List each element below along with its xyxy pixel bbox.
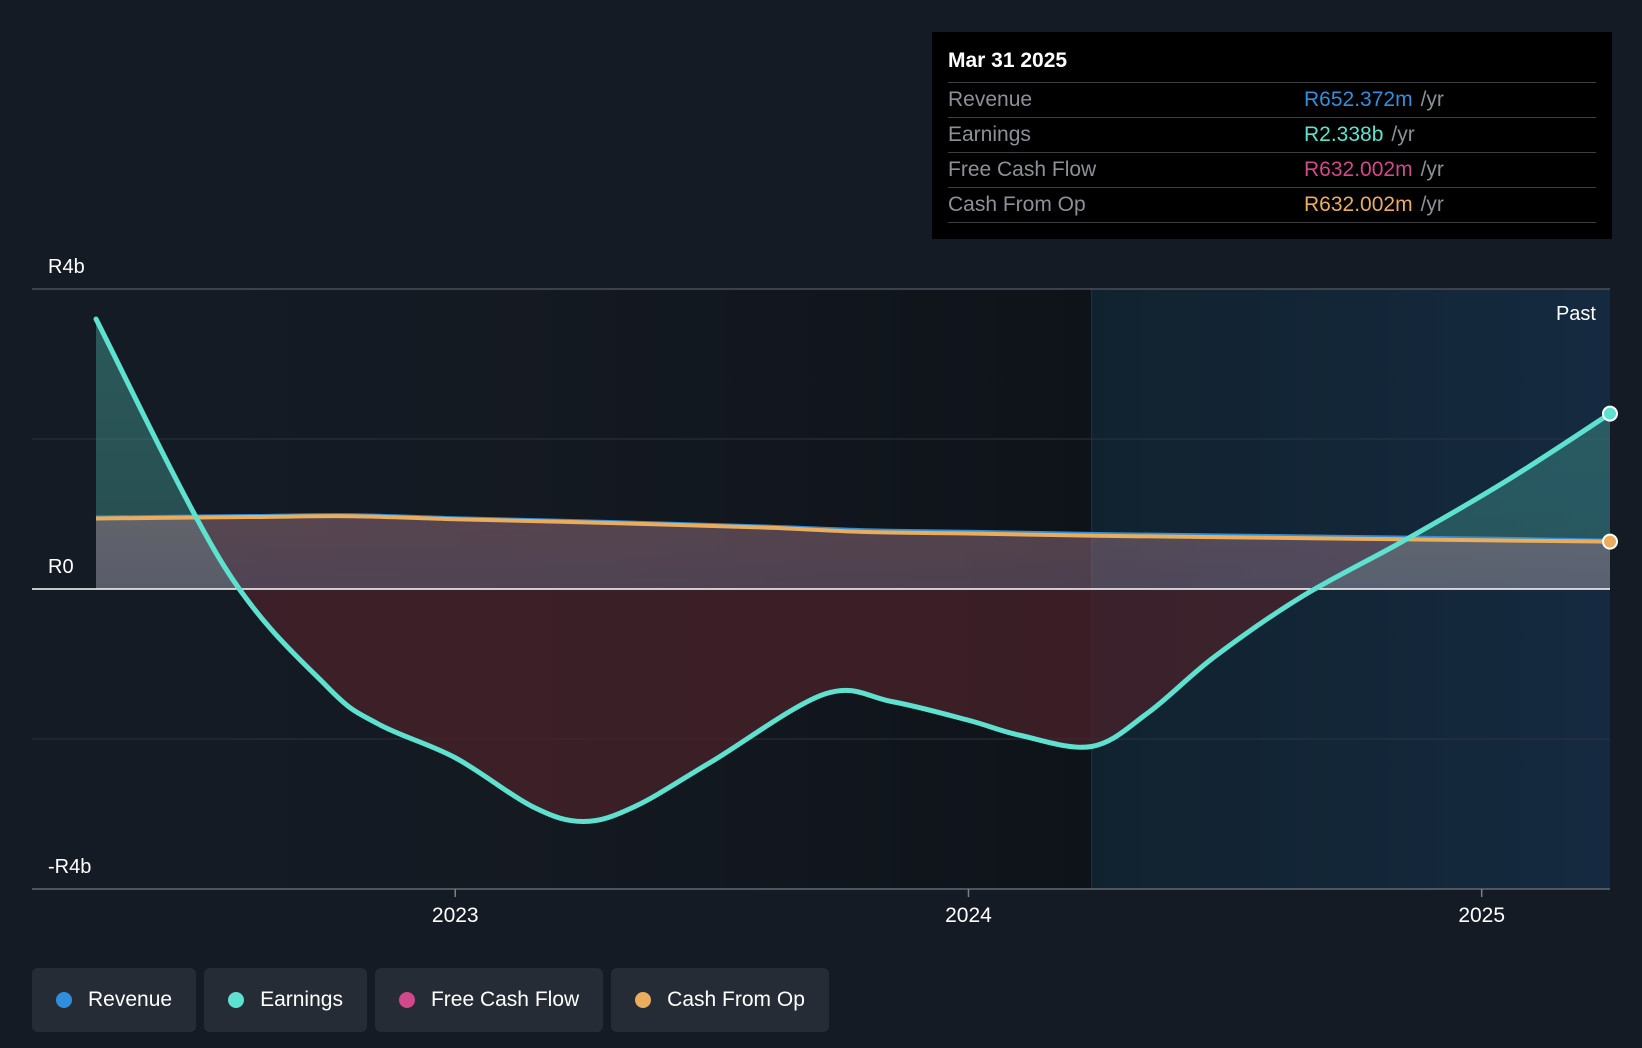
tooltip-label: Earnings <box>948 123 1031 146</box>
tooltip-label: Free Cash Flow <box>948 158 1097 181</box>
legend-item-earnings[interactable]: Earnings <box>204 968 367 1032</box>
x-tick-label: 2023 <box>432 904 479 927</box>
legend-item-free-cash-flow[interactable]: Free Cash Flow <box>374 968 604 1032</box>
tooltip-unit: /yr <box>1391 123 1415 146</box>
tooltip-row-earnings: Earnings R2.338b /yr <box>948 117 1596 152</box>
legend-label: Cash From Op <box>667 988 805 1011</box>
y-tick-label: R0 <box>48 556 74 578</box>
legend-item-revenue[interactable]: Revenue <box>32 968 197 1032</box>
legend-item-cash-from-op[interactable]: Cash From Op <box>611 968 829 1032</box>
tooltip-unit: /yr <box>1420 193 1444 216</box>
legend-label: Free Cash Flow <box>430 988 580 1011</box>
y-tick-label: -R4b <box>48 856 91 878</box>
tooltip-row-revenue: Revenue R652.372m /yr <box>948 82 1596 117</box>
cash-area <box>96 516 1610 589</box>
x-tick-label: 2024 <box>945 904 992 927</box>
tooltip-value: R2.338b <box>1304 123 1384 146</box>
y-tick-label: R4b <box>48 256 85 278</box>
earnings-area-negative <box>96 589 1610 822</box>
tooltip-row-free-cash-flow: Free Cash Flow R632.002m /yr <box>948 152 1596 187</box>
tooltip-label: Revenue <box>948 88 1033 111</box>
tooltip-row-cash-from-op: Cash From Op R632.002m /yr <box>948 187 1596 223</box>
legend-label: Revenue <box>88 988 173 1011</box>
legend-dot-icon <box>56 992 72 1008</box>
tooltip-value: R632.002m <box>1304 193 1413 216</box>
tooltip-value: R632.002m <box>1304 158 1413 181</box>
cash-from-op-line <box>95 514 1611 544</box>
x-tick-label: 2025 <box>1458 904 1505 927</box>
tooltip-unit: /yr <box>1420 158 1444 181</box>
tooltip-label: Cash From Op <box>948 193 1086 216</box>
legend-label: Earnings <box>260 988 343 1011</box>
legend-dot-icon <box>228 992 245 1008</box>
tooltip-value: R652.372m <box>1304 88 1413 111</box>
earnings-line <box>93 316 1613 825</box>
past-label: Past <box>1556 303 1596 325</box>
tooltip-date: Mar 31 2025 <box>948 49 1068 72</box>
cash-from-op-end-marker <box>1602 533 1618 550</box>
earnings-end-marker <box>1602 405 1618 422</box>
legend-dot-icon <box>398 992 415 1008</box>
legend-dot-icon <box>635 992 652 1008</box>
tooltip-unit: /yr <box>1420 88 1444 111</box>
tooltip: Mar 31 2025 Revenue R652.372m /yr Earnin… <box>932 32 1612 239</box>
legend: Revenue Earnings Free Cash Flow Cash Fro… <box>32 968 829 1032</box>
